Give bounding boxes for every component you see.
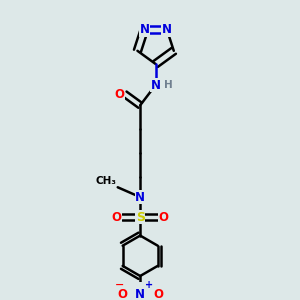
Text: O: O: [153, 288, 164, 300]
Text: N: N: [135, 190, 145, 204]
Text: N: N: [140, 23, 149, 36]
Text: N: N: [135, 288, 145, 300]
Text: O: O: [115, 88, 125, 100]
Text: CH₃: CH₃: [95, 176, 116, 186]
Text: +: +: [145, 280, 153, 290]
Text: O: O: [112, 211, 122, 224]
Text: O: O: [117, 288, 127, 300]
Text: S: S: [136, 211, 145, 224]
Text: H: H: [164, 80, 173, 90]
Text: N: N: [162, 23, 172, 36]
Text: O: O: [158, 211, 169, 224]
Text: −: −: [115, 280, 124, 290]
Text: N: N: [151, 79, 160, 92]
